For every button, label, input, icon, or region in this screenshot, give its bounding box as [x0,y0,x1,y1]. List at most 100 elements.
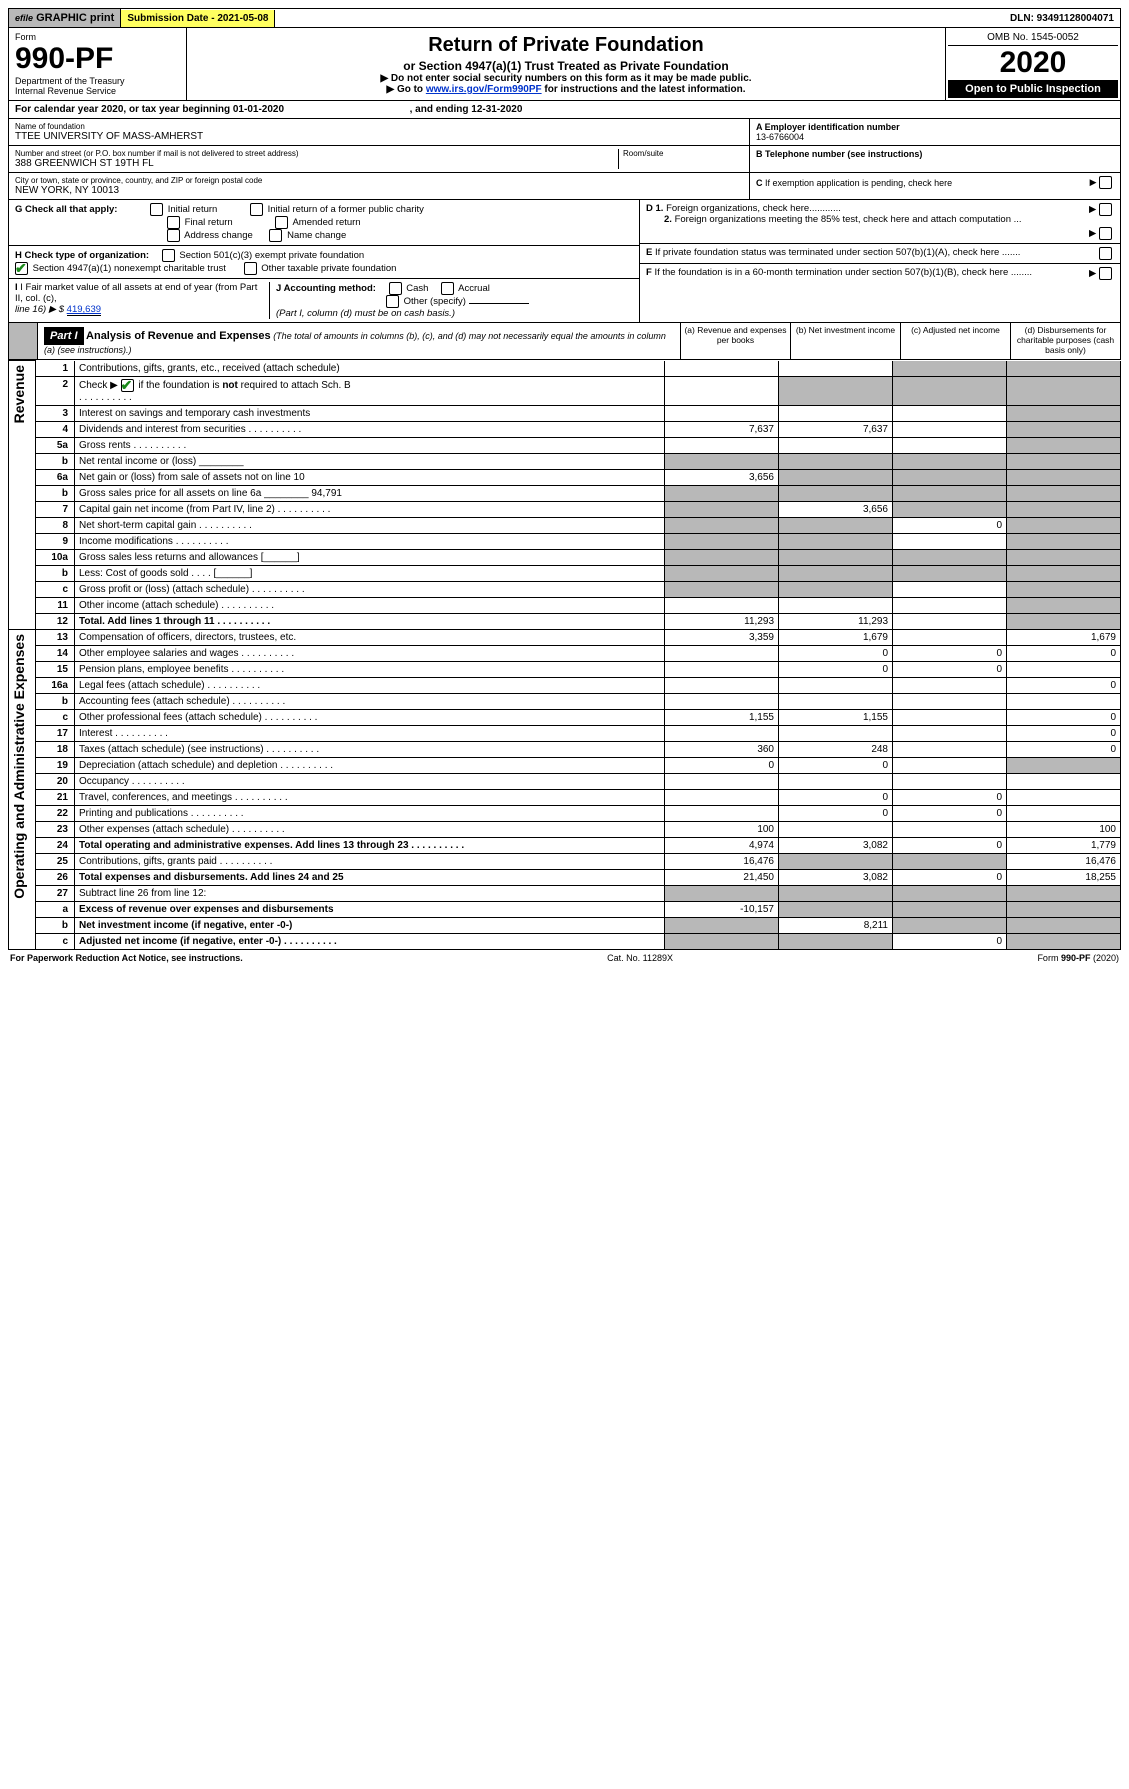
value-cell: 0 [893,661,1007,677]
value-cell: 0 [893,869,1007,885]
footer-right: Form 990-PF (2020) [1037,953,1119,963]
j-other-check[interactable] [386,295,399,308]
j-accrual-check[interactable] [441,282,454,295]
row-number: 20 [36,773,75,789]
value-cell [893,565,1007,581]
h-501-check[interactable] [162,249,175,262]
g-initial-former-check[interactable] [250,203,263,216]
row-number: 26 [36,869,75,885]
j-accrual: Accrual [458,283,490,294]
efile-print-button[interactable]: efile GRAPHIC print [9,9,121,27]
foundation-name-cell: Name of foundation TTEE UNIVERSITY OF MA… [9,119,749,146]
row-number: c [36,933,75,949]
submission-date: Submission Date - 2021-05-08 [121,10,275,27]
value-cell [1007,549,1121,565]
value-cell [893,885,1007,901]
value-cell: 0 [893,837,1007,853]
cal-a: For calendar year 2020, or tax year begi… [15,104,284,115]
value-cell [893,821,1007,837]
row-text: Contributions, gifts, grants paid [75,853,665,869]
footer: For Paperwork Reduction Act Notice, see … [8,950,1121,966]
table-row: bNet investment income (if negative, ent… [9,917,1121,933]
value-cell [779,453,893,469]
g-amended-check[interactable] [275,216,288,229]
value-cell [665,581,779,597]
g-initial-check[interactable] [150,203,163,216]
row-text: Pension plans, employee benefits [75,661,665,677]
row-text: Less: Cost of goods sold . . . . [______… [75,565,665,581]
value-cell [1007,469,1121,485]
footer-mid: Cat. No. 11289X [607,953,673,963]
value-cell [779,517,893,533]
h-other-check[interactable] [244,262,257,275]
value-cell [665,645,779,661]
row-number: c [36,709,75,725]
value-cell [1007,437,1121,453]
row-number: 23 [36,821,75,837]
irs-link[interactable]: www.irs.gov/Form990PF [426,84,542,95]
value-cell: 0 [893,645,1007,661]
row-text: Legal fees (attach schedule) [75,677,665,693]
value-cell [779,376,893,405]
table-row: 15Pension plans, employee benefits00 [9,661,1121,677]
d1-check[interactable] [1099,203,1112,216]
g-addr-check[interactable] [167,229,180,242]
value-cell: 0 [1007,677,1121,693]
ij-row: I I Fair market value of all assets at e… [9,279,639,322]
row-number: 21 [36,789,75,805]
footer-left: For Paperwork Reduction Act Notice, see … [10,953,243,963]
value-cell [1007,565,1121,581]
part1-title: Analysis of Revenue and Expenses [86,330,271,342]
value-cell [1007,933,1121,949]
value-cell [665,677,779,693]
i-value[interactable]: 419,639 [67,304,101,316]
g-name-check[interactable] [269,229,282,242]
row-text: Other professional fees (attach schedule… [75,709,665,725]
table-row: 24Total operating and administrative exp… [9,837,1121,853]
table-row: 3Interest on savings and temporary cash … [9,405,1121,421]
f-row: F If the foundation is in a 60-month ter… [640,264,1120,283]
table-row: 18Taxes (attach schedule) (see instructi… [9,741,1121,757]
row-text: Net short-term capital gain [75,517,665,533]
table-row: cAdjusted net income (if negative, enter… [9,933,1121,949]
form-header: Form 990-PF Department of the Treasury I… [8,28,1121,101]
col-d-header: (d) Disbursements for charitable purpose… [1010,323,1120,359]
name-value: TTEE UNIVERSITY OF MASS-AMHERST [15,131,743,142]
value-cell [893,709,1007,725]
value-cell [665,376,779,405]
value-cell [1007,901,1121,917]
f-check[interactable] [1099,267,1112,280]
row-text: Capital gain net income (from Part IV, l… [75,501,665,517]
row-number: b [36,917,75,933]
value-cell [1007,805,1121,821]
part1-desc: Part I Analysis of Revenue and Expenses … [38,323,680,359]
form-left: Form 990-PF Department of the Treasury I… [9,28,187,100]
table-row: bGross sales price for all assets on lin… [9,485,1121,501]
j-cash-check[interactable] [389,282,402,295]
col-c-header: (c) Adjusted net income [900,323,1010,359]
table-row: 19Depreciation (attach schedule) and dep… [9,757,1121,773]
c-checkbox[interactable] [1099,176,1112,189]
ein-label: A Employer identification number [756,122,1114,132]
row-text: Dividends and interest from securities [75,421,665,437]
row-text: Total expenses and disbursements. Add li… [75,869,665,885]
room-label: Room/suite [623,149,743,158]
value-cell [779,469,893,485]
row-number: b [36,453,75,469]
d2-check[interactable] [1099,227,1112,240]
e-check[interactable] [1099,247,1112,260]
row-text: Total. Add lines 1 through 11 [75,613,665,629]
value-cell [893,597,1007,613]
schB-check[interactable] [121,379,134,392]
value-cell [893,853,1007,869]
value-cell [893,485,1007,501]
value-cell [893,533,1007,549]
cal-b: , and ending 12-31-2020 [410,104,523,115]
h-4947-check[interactable] [15,262,28,275]
g-final-check[interactable] [167,216,180,229]
table-row: 22Printing and publications00 [9,805,1121,821]
table-row: Revenue1Contributions, gifts, grants, et… [9,361,1121,377]
value-cell [665,773,779,789]
value-cell [1007,693,1121,709]
addr-value: 388 GREENWICH ST 19TH FL [15,158,618,169]
